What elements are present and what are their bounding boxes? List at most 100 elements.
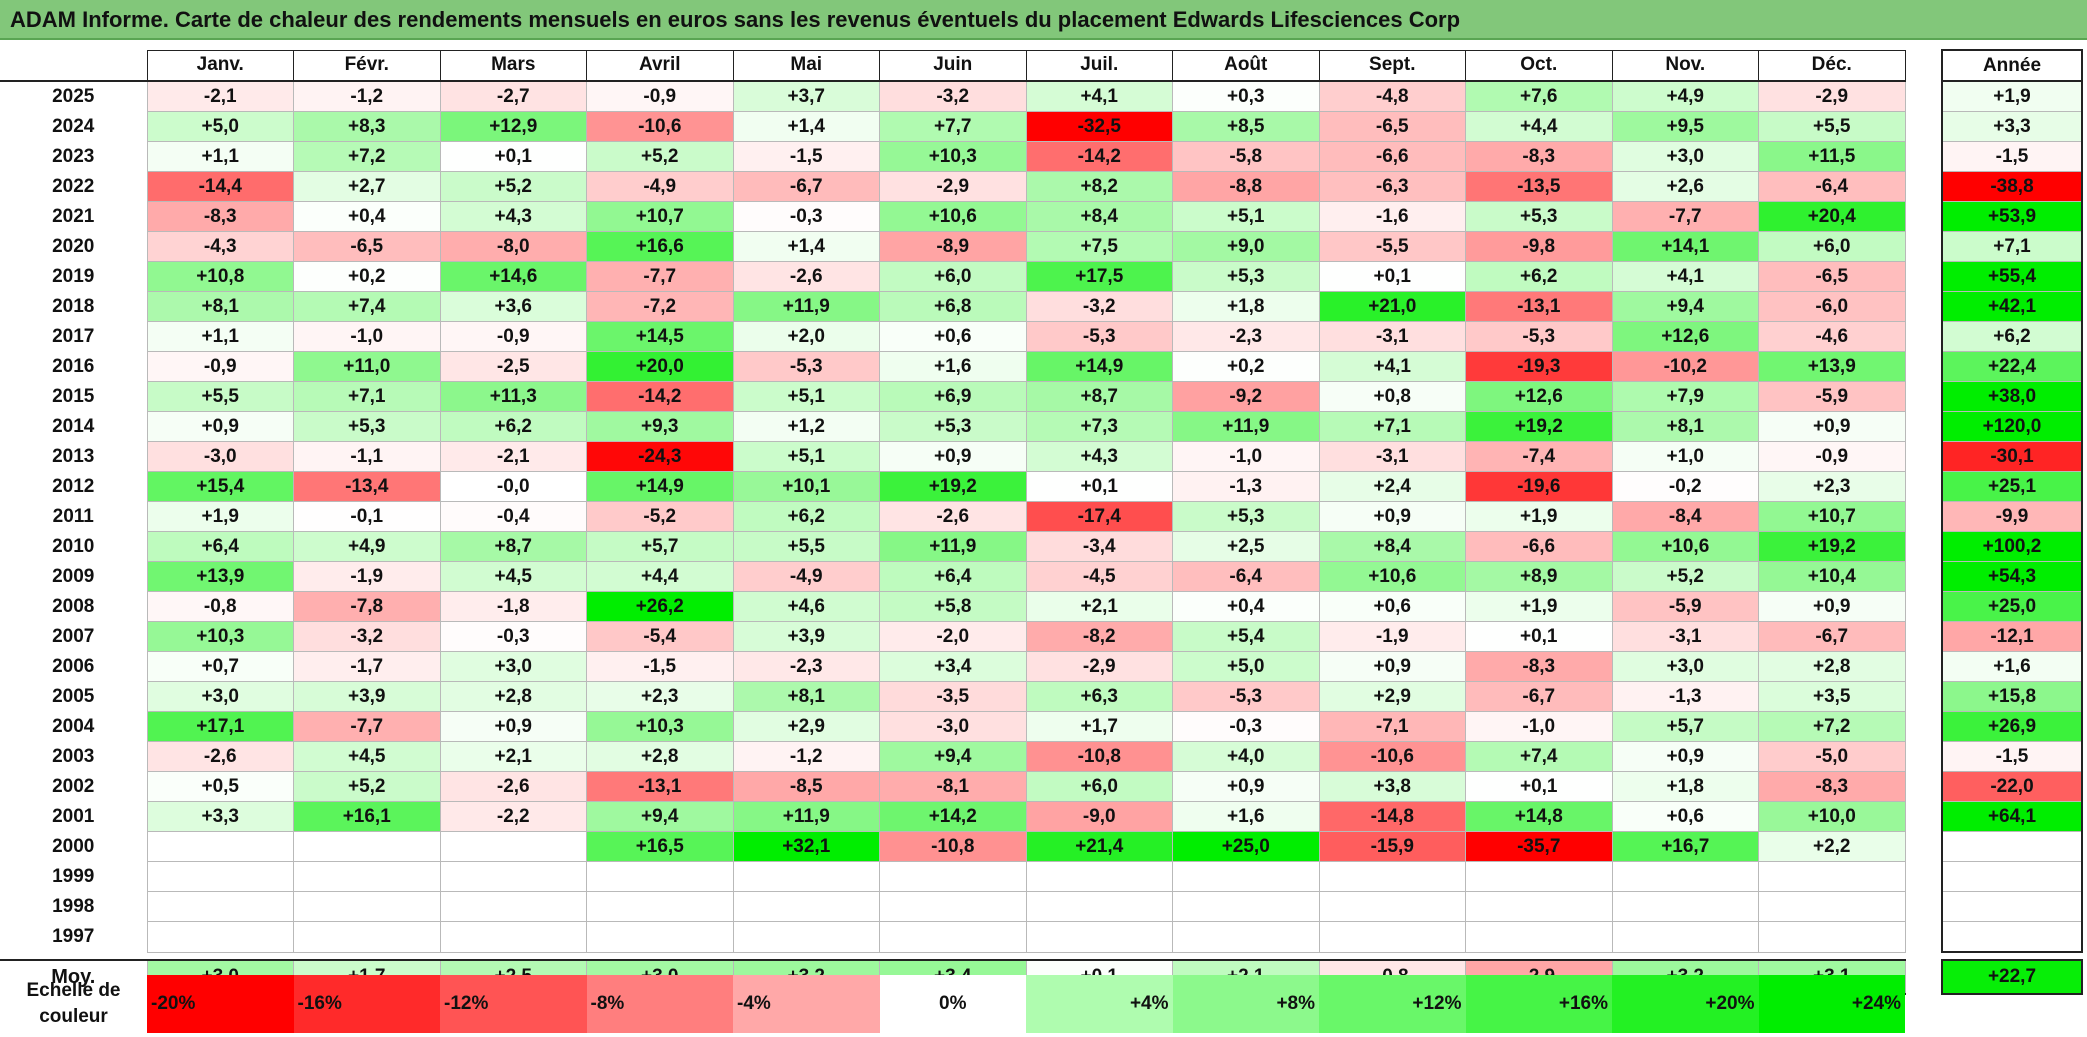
year-label: 2001: [52, 805, 95, 827]
heat-cell: -7,1: [1318, 711, 1466, 742]
heat-cell: -1,8: [439, 591, 587, 622]
color-scale: Echelle de couleur -20% -16% -12% -8% -4% 0% +…: [0, 975, 1905, 1033]
heat-cell: -8,3: [146, 201, 294, 232]
heat-cell: +0,6: [1318, 591, 1466, 622]
annual-cell: +100,2: [1941, 531, 2083, 562]
heat-cell: -3,2: [879, 80, 1027, 112]
heat-cell: +4,3: [439, 201, 587, 232]
heat-cell: [1611, 861, 1759, 892]
year-label: 2020: [52, 235, 95, 257]
heat-cell: +10,8: [146, 261, 294, 292]
heat-cell: -0,9: [586, 80, 734, 112]
heat-cell: +32,1: [732, 831, 880, 862]
year-row: 2012 +15,4 -13,4 -0,0 +14,9 +10,1 +19,2 +0,1 -1,…: [0, 471, 2083, 502]
heat-cell: -3,1: [1318, 321, 1466, 352]
spacer-cell: [293, 952, 440, 960]
column-gap: [1905, 441, 1942, 472]
heat-cell: [1611, 921, 1759, 953]
heat-cell: [1465, 921, 1613, 953]
year-label: 2011: [52, 505, 94, 527]
heat-cell: -5,3: [1465, 321, 1613, 352]
year-label: 2023: [52, 145, 95, 167]
heat-cell: +5,0: [146, 111, 294, 142]
heat-cell: -24,3: [586, 441, 734, 472]
heat-cell: +5,2: [1611, 561, 1759, 592]
heat-cell: -2,1: [439, 441, 587, 472]
month-header: Févr.: [293, 49, 441, 82]
spacer-cell: [1319, 952, 1466, 960]
heat-cell: -2,3: [1172, 321, 1320, 352]
heat-cell: +2,0: [732, 321, 880, 352]
header-row: Janv. Févr. Mars Avril Mai Juin Juil. Août Sept.…: [0, 49, 2083, 82]
heat-cell: +2,2: [1758, 831, 1906, 862]
heat-cell: +0,9: [1758, 411, 1906, 442]
column-gap: [1905, 681, 1942, 712]
heat-cell: +10,6: [879, 201, 1027, 232]
heat-cell: +5,3: [1172, 501, 1320, 532]
spacer-cell: [1758, 952, 1905, 960]
heat-cell: +6,2: [1465, 261, 1613, 292]
heat-cell: +3,0: [1611, 141, 1759, 172]
heat-cell: +14,8: [1465, 801, 1613, 832]
heat-cell: +17,1: [146, 711, 294, 742]
heat-cell: -13,5: [1465, 171, 1613, 202]
heat-cell: -2,6: [732, 261, 880, 292]
heat-cell: +5,4: [1172, 621, 1320, 652]
heat-cell: [293, 861, 441, 892]
heat-cell: +8,9: [1465, 561, 1613, 592]
heat-cell: +5,2: [293, 771, 441, 802]
year-label: 2010: [52, 535, 95, 557]
heat-cell: +8,7: [439, 531, 587, 562]
year-label: 2019: [52, 265, 95, 287]
annual-cell: +1,9: [1941, 80, 2083, 112]
heat-cell: -0,3: [732, 201, 880, 232]
heat-cell: +5,5: [1758, 111, 1906, 142]
year-label: 2022: [52, 175, 95, 197]
heat-cell: +16,5: [586, 831, 734, 862]
heat-cell: [1318, 891, 1466, 922]
heat-cell: [1758, 921, 1906, 953]
year-label: 2021: [52, 205, 95, 227]
annual-cell: -22,0: [1941, 771, 2083, 802]
heat-cell: -5,9: [1758, 381, 1906, 412]
heat-cell: [879, 891, 1027, 922]
heat-cell: +0,7: [146, 651, 294, 682]
year-row: 2009 +13,9 -1,9 +4,5 +4,4 -4,9 +6,4 -4,5 -6,4 +10…: [0, 561, 2083, 592]
year-label: 2000: [52, 835, 95, 857]
spacer-cell: [0, 952, 147, 960]
heat-cell: +5,1: [732, 441, 880, 472]
title-bar: ADAM Informe. Carte de chaleur des rende…: [0, 0, 2087, 40]
column-gap: [1905, 381, 1942, 412]
heat-cell: +11,0: [293, 351, 441, 382]
heat-cell: +8,5: [1172, 111, 1320, 142]
heat-cell: +7,2: [293, 141, 441, 172]
heat-cell: -6,7: [1465, 681, 1613, 712]
column-gap: [1905, 471, 1942, 502]
heat-cell: -0,0: [439, 471, 587, 502]
heat-cell: +1,8: [1611, 771, 1759, 802]
heat-cell: -3,2: [1025, 291, 1173, 322]
heat-cell: [879, 861, 1027, 892]
heat-cell: -3,0: [146, 441, 294, 472]
heat-cell: +2,9: [732, 711, 880, 742]
year-label: 2006: [52, 655, 95, 677]
heat-cell: +12,6: [1465, 381, 1613, 412]
year-row: 2003 -2,6 +4,5 +2,1 +2,8 -1,2 +9,4 -10,8 +4,0 -10…: [0, 741, 2083, 772]
column-gap: [1905, 621, 1942, 652]
heat-cell: +2,5: [1172, 531, 1320, 562]
year-label: 2025: [52, 85, 95, 107]
heat-cell: +6,2: [732, 501, 880, 532]
annual-cell: +64,1: [1941, 801, 2083, 832]
heat-cell: -0,2: [1611, 471, 1759, 502]
column-gap: [1905, 891, 1942, 922]
heat-cell: +5,3: [293, 411, 441, 442]
year-row: 2000 +16,5 +32,1 -10,8 +21,4 +25,0 -15,9 -35,7 +…: [0, 831, 2083, 862]
heat-cell: [439, 891, 587, 922]
heat-cell: [1465, 891, 1613, 922]
heat-cell: +5,3: [1172, 261, 1320, 292]
annual-cell: -1,5: [1941, 141, 2083, 172]
heat-cell: -1,6: [1318, 201, 1466, 232]
annual-cell: +7,1: [1941, 231, 2083, 262]
year-row: 1997: [0, 921, 2083, 953]
heat-cell: [1172, 891, 1320, 922]
